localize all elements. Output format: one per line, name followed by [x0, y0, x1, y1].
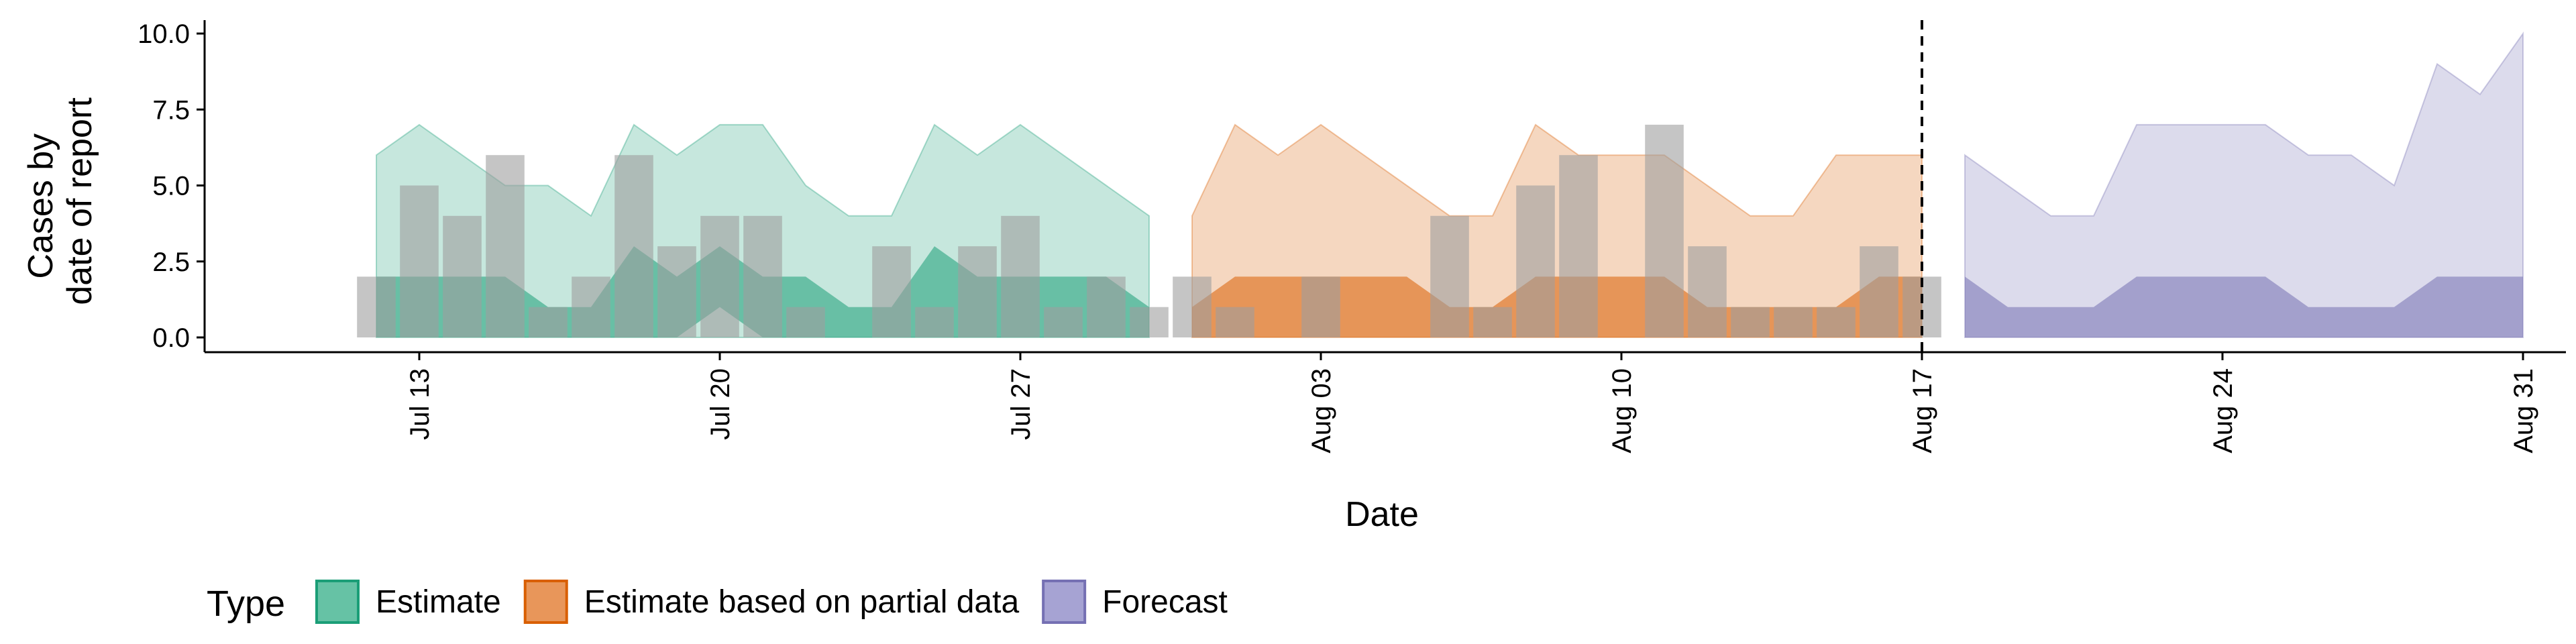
- x-tick-label: Aug 03: [1307, 368, 1336, 453]
- y-axis-title: Cases by date of report: [21, 97, 99, 305]
- observed-bar: [529, 307, 568, 337]
- observed-bar: [786, 307, 825, 337]
- observed-bar: [915, 307, 954, 337]
- observed-bar: [1430, 215, 1469, 337]
- observed-bar: [657, 246, 696, 337]
- y-axis-title-line-2: date of report: [60, 97, 99, 305]
- observed-bar: [1559, 155, 1598, 337]
- observed-bar: [1774, 307, 1813, 337]
- observed-bar: [1645, 124, 1684, 337]
- observed-bar: [743, 215, 782, 337]
- y-axis-title-line-1: Cases by: [21, 133, 60, 279]
- legend-key-forecast: [1042, 580, 1087, 624]
- legend-label-estimate-based-on-partial-data: Estimate based on partial data: [584, 584, 1020, 620]
- ribbon-inner-forecast: [1965, 276, 2523, 337]
- x-tick-label: Aug 31: [2509, 368, 2538, 453]
- observed-bar: [400, 185, 439, 337]
- x-axis-title: Date: [1345, 495, 1419, 534]
- legend-title: Type: [207, 584, 285, 624]
- observed-bar: [1044, 307, 1083, 337]
- x-tick-label: Jul 13: [405, 368, 435, 440]
- observed-bar: [614, 155, 653, 337]
- observed-bar: [1473, 307, 1512, 337]
- legend-label-estimate: Estimate: [376, 584, 501, 620]
- x-tick-label: Aug 10: [1607, 368, 1637, 453]
- observed-bar: [1087, 276, 1126, 337]
- observed-bar: [1301, 276, 1340, 337]
- observed-bar: [1817, 307, 1856, 337]
- observed-bar: [1731, 307, 1770, 337]
- x-axis: Jul 13 Jul 20 Jul 27 Aug 03 Aug 10 Aug 17 Aug …: [205, 351, 2566, 534]
- observed-bar: [357, 276, 396, 337]
- observed-bar: [1130, 307, 1169, 337]
- x-tick-label: Jul 27: [1006, 368, 1036, 440]
- observed-bar: [572, 276, 610, 337]
- x-tick-label: Aug 24: [2208, 368, 2238, 453]
- observed-bar: [1216, 307, 1254, 337]
- observed-cases-bars: [357, 124, 1941, 337]
- y-tick-label: 7.5: [152, 95, 190, 125]
- observed-bar: [1173, 276, 1212, 337]
- y-tick-label: 5.0: [152, 172, 190, 201]
- y-axis: 0.0 2.5 5.0 7.5 10.0 Cases by date of report: [21, 19, 206, 353]
- x-tick-label: Aug 17: [1908, 368, 1937, 453]
- y-tick-label: 0.0: [152, 323, 190, 353]
- observed-bar: [443, 215, 482, 337]
- legend-label-forecast: Forecast: [1102, 584, 1228, 620]
- legend-key-estimate-based-on-partial-data: [523, 580, 568, 624]
- x-tick-label: Jul 20: [706, 368, 735, 440]
- observed-bar: [700, 215, 739, 337]
- plot-area: [357, 20, 2524, 352]
- legend: Type Estimate Estimate based on partial d…: [207, 580, 1228, 624]
- observed-bar: [1688, 246, 1727, 337]
- observed-bar: [958, 246, 997, 337]
- legend-key-estimate: [315, 580, 360, 624]
- y-tick-label: 2.5: [152, 248, 190, 277]
- y-tick-label: 10.0: [138, 19, 190, 49]
- observed-bar: [1860, 246, 1898, 337]
- observed-bar: [1516, 185, 1555, 337]
- observed-bar: [1001, 215, 1040, 337]
- observed-bar: [872, 246, 911, 337]
- observed-bar: [486, 155, 525, 337]
